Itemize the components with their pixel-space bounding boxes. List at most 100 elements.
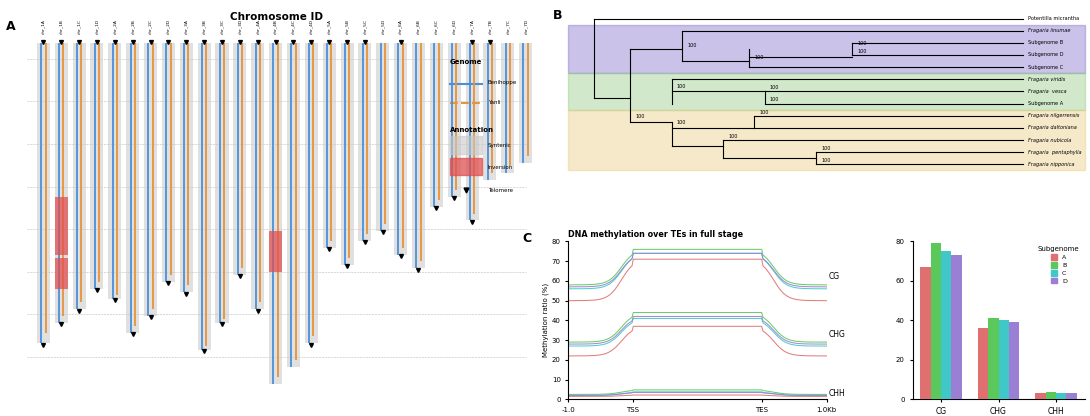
- Text: Subgenome C: Subgenome C: [1028, 64, 1063, 69]
- Text: Fragaria nubicola: Fragaria nubicola: [1028, 138, 1071, 143]
- Bar: [941, 251, 952, 399]
- Text: Annotation: Annotation: [450, 126, 494, 133]
- Text: chr_1B: chr_1B: [59, 19, 63, 34]
- Text: chr_6D: chr_6D: [452, 19, 457, 34]
- Text: chr_7B: chr_7B: [488, 19, 492, 34]
- Text: Fragaria iinumae: Fragaria iinumae: [1028, 28, 1070, 33]
- Text: Fragaria  pentaphylla: Fragaria pentaphylla: [1028, 150, 1081, 155]
- Bar: [251, 43, 264, 309]
- Bar: [54, 197, 68, 255]
- Text: chr_2B: chr_2B: [131, 19, 135, 34]
- Text: Telomere: Telomere: [487, 188, 512, 193]
- Text: Fragaria nilgerrensis: Fragaria nilgerrensis: [1028, 113, 1079, 118]
- Bar: [1009, 322, 1019, 399]
- Text: 100: 100: [687, 43, 697, 48]
- Bar: [989, 318, 998, 399]
- Bar: [54, 43, 68, 322]
- Text: Syntenic: Syntenic: [487, 144, 511, 149]
- Text: Fragaria  vesca: Fragaria vesca: [1028, 89, 1066, 94]
- Text: chr_6C: chr_6C: [434, 19, 438, 34]
- Bar: [484, 43, 496, 180]
- Text: CG: CG: [829, 272, 840, 282]
- Bar: [998, 320, 1009, 399]
- Bar: [1056, 393, 1066, 399]
- Text: 100: 100: [677, 84, 687, 89]
- Y-axis label: Methylation ratio (%): Methylation ratio (%): [543, 283, 549, 357]
- Text: Inversion: Inversion: [487, 165, 513, 170]
- Text: chr_5A: chr_5A: [327, 19, 331, 34]
- Text: chr_6A: chr_6A: [399, 19, 402, 34]
- Text: 100: 100: [770, 97, 779, 102]
- Bar: [90, 43, 104, 289]
- Bar: [429, 43, 443, 207]
- Text: chr_2A: chr_2A: [113, 19, 117, 34]
- Text: chr_7C: chr_7C: [506, 19, 510, 34]
- Bar: [1066, 394, 1077, 399]
- Text: chr_4B: chr_4B: [274, 19, 278, 34]
- Bar: [519, 43, 532, 163]
- Text: 100: 100: [754, 55, 764, 60]
- Bar: [448, 43, 461, 197]
- Bar: [144, 43, 157, 316]
- Bar: [216, 43, 229, 322]
- Text: chr_6B: chr_6B: [416, 19, 421, 34]
- Text: 100: 100: [822, 158, 831, 163]
- Text: Subgenome D: Subgenome D: [1028, 52, 1063, 57]
- Text: chr_3B: chr_3B: [202, 19, 206, 34]
- Text: chr_1D: chr_1D: [95, 19, 99, 34]
- Text: 100: 100: [858, 49, 867, 54]
- Text: Yanli: Yanli: [487, 100, 500, 105]
- Bar: [931, 243, 941, 399]
- Bar: [340, 43, 353, 265]
- Text: chr_5B: chr_5B: [346, 19, 349, 34]
- Bar: [269, 43, 282, 384]
- Bar: [287, 43, 300, 367]
- Text: 100: 100: [677, 121, 687, 126]
- Text: C: C: [522, 232, 531, 245]
- Text: 100: 100: [728, 134, 738, 139]
- Text: chr_3A: chr_3A: [184, 19, 189, 34]
- Text: Subgenome A: Subgenome A: [1028, 101, 1063, 106]
- Text: 100: 100: [770, 85, 779, 90]
- Bar: [1036, 394, 1045, 399]
- Text: Fragaria viridis: Fragaria viridis: [1028, 77, 1065, 82]
- Text: chr_4A: chr_4A: [256, 19, 259, 34]
- Bar: [412, 43, 425, 268]
- Bar: [162, 43, 174, 282]
- Text: chr_7D: chr_7D: [523, 19, 528, 34]
- Text: 100: 100: [822, 146, 831, 151]
- Text: Genome: Genome: [450, 59, 482, 65]
- Text: chr_2D: chr_2D: [167, 19, 170, 34]
- Bar: [1045, 392, 1056, 399]
- Text: CHH: CHH: [829, 389, 846, 398]
- Text: Chromosome ID: Chromosome ID: [230, 12, 323, 22]
- Bar: [37, 43, 50, 343]
- Bar: [108, 43, 121, 299]
- Bar: [569, 73, 1085, 110]
- Bar: [269, 231, 282, 272]
- FancyBboxPatch shape: [450, 136, 482, 154]
- Bar: [395, 43, 408, 255]
- Text: chr_5D: chr_5D: [380, 18, 385, 34]
- Bar: [376, 43, 389, 231]
- Bar: [569, 110, 1085, 171]
- Text: chr_5C: chr_5C: [363, 19, 367, 34]
- Bar: [305, 43, 318, 343]
- Text: chr_1C: chr_1C: [77, 19, 81, 34]
- Text: 100: 100: [760, 109, 768, 114]
- Text: chr_2C: chr_2C: [148, 19, 153, 34]
- Text: chr_7A: chr_7A: [470, 19, 474, 34]
- Text: 100: 100: [858, 42, 867, 47]
- Text: Fragaria daltoniana: Fragaria daltoniana: [1028, 125, 1077, 130]
- Bar: [501, 43, 514, 173]
- Text: Benihoppe: Benihoppe: [487, 80, 517, 85]
- Bar: [465, 43, 479, 220]
- Text: chr_1A: chr_1A: [41, 19, 46, 34]
- Bar: [233, 43, 246, 275]
- Text: Potentilla micrantha: Potentilla micrantha: [1028, 16, 1079, 21]
- Text: Subgenome B: Subgenome B: [1028, 40, 1063, 45]
- Bar: [54, 258, 68, 289]
- Bar: [180, 43, 193, 292]
- Text: chr_4D: chr_4D: [310, 19, 313, 34]
- Text: 100: 100: [635, 114, 645, 119]
